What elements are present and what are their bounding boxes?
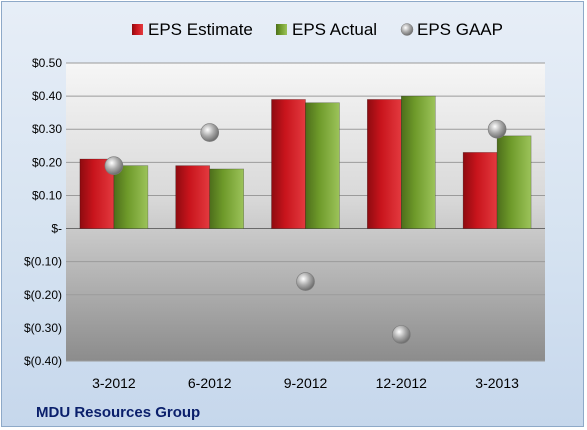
point-eps-gaap [296, 272, 315, 291]
point-eps-gaap [104, 156, 124, 175]
y-tick-label: $(0.30) [24, 321, 62, 335]
point-eps-gaap [487, 119, 507, 139]
y-tick-label: $0.50 [32, 56, 62, 70]
bar-eps-actual [209, 168, 244, 229]
x-tick-label: 6-2012 [188, 375, 232, 391]
bar-eps-actual [400, 95, 436, 229]
bar-eps-actual [496, 135, 532, 229]
x-tick-label: 3-2012 [92, 375, 136, 391]
bar-eps-estimate [366, 99, 402, 229]
y-tick-label: $(0.20) [24, 288, 62, 302]
point-eps-gaap [200, 123, 219, 142]
legend-eps-estimate-label: EPS Estimate [148, 20, 253, 39]
bar-eps-actual [305, 102, 340, 229]
legend-eps-estimate-swatch [132, 24, 143, 35]
y-tick-label: $0.30 [32, 122, 62, 136]
bar-eps-estimate [462, 152, 498, 229]
point-eps-gaap [391, 325, 411, 344]
legend-eps-gaap-swatch [400, 23, 414, 36]
y-tick-label: $0.10 [32, 188, 62, 202]
y-tick-label: $0.40 [32, 89, 62, 103]
legend-eps-actual-swatch [276, 24, 287, 35]
legend-eps-actual-label: EPS Actual [292, 20, 377, 39]
x-tick-label: 12-2012 [376, 375, 428, 391]
x-tick-label: 9-2012 [284, 375, 328, 391]
company-name: MDU Resources Group [36, 404, 201, 421]
legend-eps-gaap-label: EPS GAAP [417, 20, 503, 39]
y-tick-label: $(0.10) [24, 255, 62, 269]
bar-eps-estimate [271, 99, 306, 229]
y-tick-label: $- [51, 222, 62, 236]
bar-eps-actual [113, 165, 149, 229]
bar-eps-estimate [175, 165, 210, 229]
y-tick-label: $0.20 [32, 155, 62, 169]
y-tick-label: $(0.40) [24, 354, 62, 368]
x-tick-label: 3-2013 [475, 375, 519, 391]
